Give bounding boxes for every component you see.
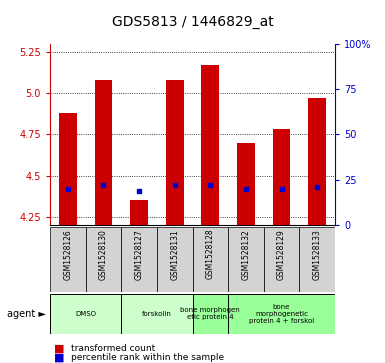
Bar [228,227,264,292]
Text: GDS5813 / 1446829_at: GDS5813 / 1446829_at [112,15,273,29]
Bar [121,294,192,334]
Bar [50,294,121,334]
Bar [192,227,228,292]
Bar [95,80,112,225]
Text: DMSO: DMSO [75,311,96,317]
Text: bone morphogen
etic protein 4: bone morphogen etic protein 4 [181,307,240,321]
Text: GSM1528130: GSM1528130 [99,229,108,280]
Bar [50,227,85,292]
Bar [300,227,335,292]
Text: GSM1528126: GSM1528126 [64,229,72,280]
Text: bone
morphogenetic
protein 4 + forskol: bone morphogenetic protein 4 + forskol [249,304,314,324]
Text: transformed count: transformed count [71,344,156,353]
Text: percentile rank within the sample: percentile rank within the sample [71,353,224,362]
Text: ■: ■ [54,352,64,363]
Text: GSM1528127: GSM1528127 [135,229,144,280]
Text: GSM1528132: GSM1528132 [241,229,250,280]
Bar [264,227,300,292]
Text: agent ►: agent ► [7,309,46,319]
Text: GSM1528133: GSM1528133 [313,229,321,280]
Bar [192,294,228,334]
Bar [308,98,326,225]
Bar [201,65,219,225]
Bar [121,227,157,292]
Text: GSM1528131: GSM1528131 [170,229,179,280]
Bar [228,294,335,334]
Bar [85,227,121,292]
Bar [59,113,77,225]
Text: forskolin: forskolin [142,311,172,317]
Bar [273,129,290,225]
Text: ■: ■ [54,343,64,354]
Bar [166,80,184,225]
Text: GSM1528128: GSM1528128 [206,229,215,280]
Text: GSM1528129: GSM1528129 [277,229,286,280]
Bar [157,227,192,292]
Bar [130,200,148,225]
Bar [237,143,255,225]
